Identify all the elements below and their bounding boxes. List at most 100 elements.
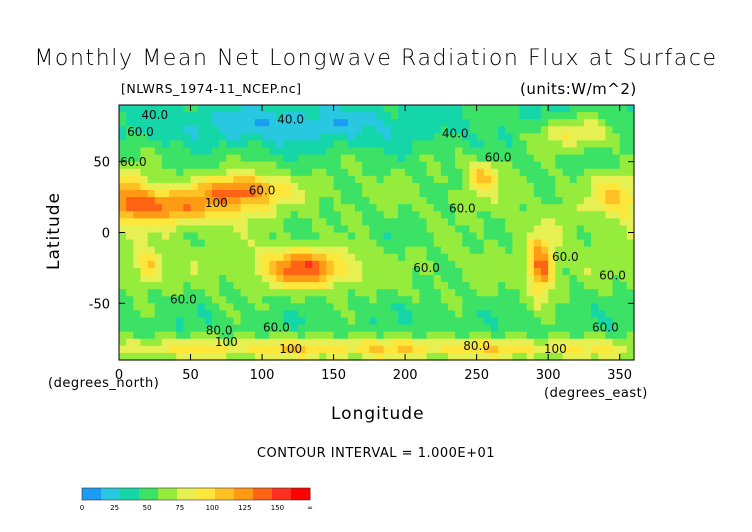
heatmap-cell [269,225,277,234]
heatmap-cell [190,140,199,149]
heatmap-cell [583,161,592,170]
heatmap-cell [533,225,542,234]
heatmap-cell [605,282,614,290]
heatmap-cell [483,317,492,326]
heatmap-cell [605,197,614,205]
heatmap-cell [119,317,127,326]
heatmap-cell [483,147,492,156]
heatmap-cell [533,190,542,198]
heatmap-cell [462,324,471,333]
heatmap-cell [333,140,342,149]
heatmap-cell [161,331,170,340]
heatmap-cell [126,239,134,248]
heatmap-cell [340,232,349,241]
heatmap-cell [290,147,299,156]
heatmap-cell [576,204,585,212]
heatmap-cell [526,190,535,198]
heatmap-cell [462,239,471,248]
heatmap-cell [390,112,399,120]
heatmap-cell [583,345,592,354]
heatmap-cell [462,211,471,219]
heatmap-cell [204,246,213,255]
heatmap-cell [405,253,413,262]
heatmap-cell [319,345,328,354]
heatmap-cell [397,133,406,142]
heatmap-cell [119,105,127,113]
heatmap-cell [319,296,328,304]
heatmap-cell [562,324,571,333]
heatmap-cell [462,317,471,326]
heatmap-cell [297,175,306,184]
heatmap-cell [397,303,406,312]
heatmap-cell [183,310,192,319]
heatmap-cell [433,175,442,184]
heatmap-cell [126,296,134,304]
heatmap-cell [119,154,127,163]
heatmap-cell [297,190,306,198]
heatmap-cell [226,211,235,219]
heatmap-cell [276,140,285,149]
heatmap-cell [440,140,449,149]
heatmap-cell [269,275,277,283]
heatmap-cell [290,175,299,184]
heatmap-cell [119,112,127,120]
heatmap-cell [197,197,206,205]
heatmap-cell [397,175,406,184]
heatmap-cell [254,338,263,347]
heatmap-cell [376,105,385,113]
heatmap-cell [126,289,134,297]
heatmap-cell [519,345,528,354]
heatmap-cell [233,147,242,156]
heatmap-cell [405,239,413,248]
heatmap-cell [397,338,406,347]
heatmap-cell [240,218,249,227]
heatmap-cell [269,218,277,227]
heatmap-cell [505,324,513,333]
heatmap-cell [405,168,413,177]
heatmap-cell [140,119,149,127]
heatmap-cell [154,147,163,156]
heatmap-cell [612,352,621,361]
heatmap-cell [304,232,313,241]
heatmap-cell [526,133,535,142]
heatmap-cell [283,260,292,269]
heatmap-cell [219,246,227,255]
heatmap-cell [526,211,535,219]
heatmap-cell [147,310,156,319]
heatmap-cell [448,112,456,120]
heatmap-cell [376,225,385,234]
heatmap-cell [161,218,170,227]
heatmap-cell [455,282,463,290]
heatmap-cell [190,289,199,297]
heatmap-cell [541,147,549,156]
heatmap-cell [505,105,513,113]
heatmap-cell [290,105,299,113]
heatmap-cell [526,296,535,304]
heatmap-cell [183,204,192,212]
heatmap-cell [562,345,571,354]
heatmap-cell [426,246,435,255]
heatmap-cell [548,161,556,170]
heatmap-cell [204,112,213,120]
heatmap-cell [583,119,592,127]
heatmap-cell [254,275,263,283]
x-tick-label: 50 [182,368,199,383]
heatmap-cell [297,225,306,234]
heatmap-cell [147,197,156,205]
heatmap-cell [448,282,456,290]
heatmap-cell [591,161,599,170]
heatmap-cell [440,345,449,354]
heatmap-cell [512,140,521,149]
heatmap-cell [519,140,528,149]
heatmap-cell [119,239,127,248]
heatmap-cell [626,119,635,127]
heatmap-cell [519,161,528,170]
heatmap-cell [333,267,342,276]
heatmap-cell [555,140,564,149]
heatmap-cell [283,282,292,290]
heatmap-cell [369,182,378,191]
heatmap-cell [347,310,356,319]
heatmap-cell [448,232,456,241]
heatmap-cell [319,317,328,326]
heatmap-cell [319,260,328,269]
